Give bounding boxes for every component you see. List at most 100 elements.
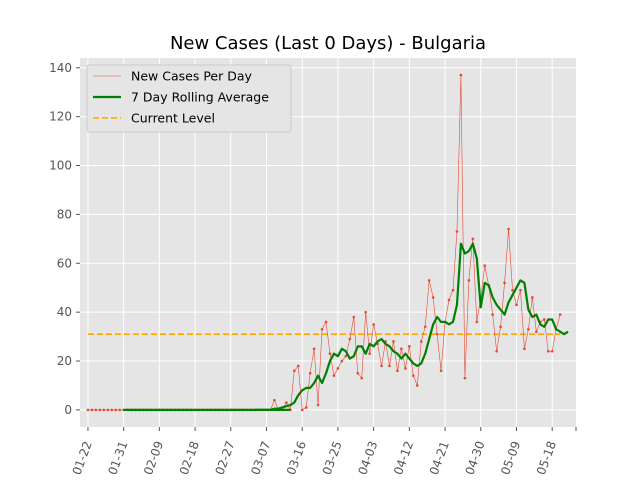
daily-cases-point [340,359,344,363]
daily-cases-point [558,313,562,316]
daily-cases-point [320,327,324,331]
daily-cases-point [328,352,332,355]
daily-cases-point [419,340,423,343]
x-tick-label: 04-21 [427,439,452,477]
daily-cases-point [118,408,121,412]
daily-cases-point [546,349,550,353]
daily-cases-point [483,264,487,268]
daily-cases-point [495,349,498,353]
daily-cases-point [90,408,94,412]
x-axis-ticks: 01-22 01-31 02-09 02-18 02-27 03-07 03-16 03-25… [70,427,577,477]
daily-cases-point [308,371,312,375]
daily-cases-point [356,371,360,375]
daily-cases-point [98,408,102,412]
rolling-average-line [254,242,569,411]
daily-cases-point [507,227,510,231]
x-tick-label: 01-22 [70,439,95,477]
daily-cases-point [519,288,522,292]
daily-cases-point [300,408,304,412]
daily-cases-point [344,354,348,358]
x-tick-label: 03-25 [320,439,345,477]
daily-cases-point [296,364,300,368]
legend: New Cases Per Day 7 Day Rolling Average Cu… [86,64,292,133]
daily-cases-point [542,318,546,321]
daily-cases-point [400,347,403,351]
daily-cases-point [499,325,502,329]
daily-cases-point [348,337,352,341]
daily-cases-point [459,73,463,77]
daily-cases-point [491,313,494,316]
chart-title: New Cases (Last 0 Days) - Bulgaria [170,33,486,54]
legend-label: New Cases Per Day [131,69,252,84]
daily-cases-point [511,288,514,292]
x-tick-label: 05-09 [498,439,523,477]
x-tick-label: 05-18 [534,439,559,477]
x-tick-label: 04-03 [355,439,380,477]
x-tick-label: 03-16 [284,439,309,477]
x-tick-label: 02-27 [213,439,238,477]
daily-cases-point [368,352,371,355]
daily-cases-point [86,408,90,412]
daily-cases-point [388,364,391,368]
x-tick-label: 04-12 [391,439,416,477]
daily-cases-point [404,367,407,370]
y-tick-label: 100 [49,159,72,173]
daily-cases-point [102,408,106,412]
daily-cases-point [352,315,356,319]
daily-cases-point [336,367,340,370]
daily-cases-point [427,279,431,282]
daily-cases-point [360,376,364,380]
daily-cases-point [439,369,443,373]
y-tick-label: 40 [57,305,72,319]
daily-cases-point [423,325,427,329]
legend-box [86,64,292,133]
y-tick-label: 20 [57,354,72,368]
daily-cases-point [527,327,530,331]
daily-cases-point [431,296,435,299]
daily-cases-point [332,374,336,377]
daily-cases-point [447,298,451,302]
x-tick-label: 04-30 [463,439,488,477]
daily-cases-point [316,403,320,407]
daily-cases-point [451,288,455,292]
daily-cases-point [106,408,110,412]
daily-cases-point [435,332,439,336]
daily-cases-point [415,384,419,387]
x-tick-label: 02-09 [141,439,166,477]
series-layer [86,73,569,412]
daily-cases-point [531,296,534,299]
daily-cases-point [94,408,98,412]
y-tick-label: 120 [49,110,72,124]
y-tick-label: 0 [64,403,72,417]
y-tick-label: 80 [57,207,72,221]
daily-cases-point [114,408,118,412]
daily-cases-point [503,281,506,285]
daily-cases-point [110,408,114,412]
daily-cases-point [372,323,375,326]
daily-cases-point [380,364,383,368]
y-tick-label: 60 [57,256,72,270]
daily-cases-point [364,310,367,314]
daily-cases-point [285,401,288,404]
daily-cases-point [463,376,467,380]
daily-cases-point [412,374,415,377]
x-tick-label: 01-31 [105,439,130,477]
legend-label: Current Level [131,111,215,126]
daily-cases-point [515,303,518,307]
daily-cases-point [324,320,328,324]
daily-cases-point [273,398,276,402]
daily-cases-point [471,237,475,241]
daily-cases-point [550,349,554,353]
daily-cases-point [304,406,308,409]
daily-cases-point [475,320,479,324]
legend-label: 7 Day Rolling Average [131,90,269,105]
daily-cases-point [292,369,296,373]
daily-cases-point [392,340,395,343]
daily-cases-point [523,347,526,351]
daily-cases-point [396,369,399,373]
y-tick-label: 140 [49,61,72,75]
x-tick-label: 03-07 [248,439,273,477]
x-tick-label: 02-18 [177,439,202,477]
daily-cases-point [467,279,471,282]
